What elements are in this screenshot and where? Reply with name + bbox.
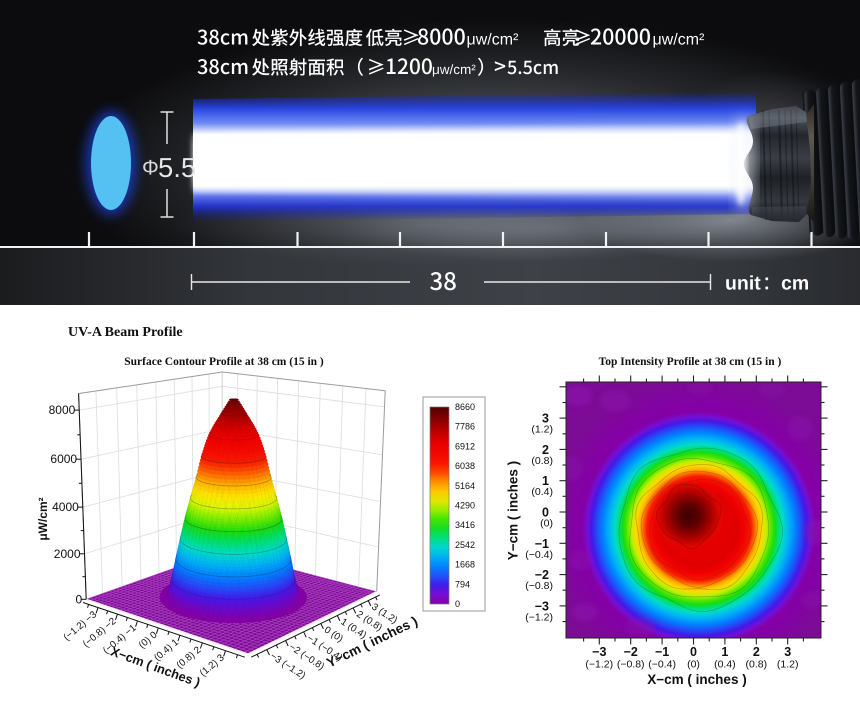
svg-text:Y−cm ( inches ): Y−cm ( inches ) [506, 461, 521, 560]
svg-text:(−1.2): (−1.2) [585, 659, 613, 671]
svg-text:3416: 3416 [455, 520, 475, 530]
svg-text:2: 2 [753, 645, 760, 659]
svg-text:6000: 6000 [50, 452, 77, 466]
svg-text:(−0.4): (−0.4) [648, 659, 676, 671]
svg-text:μW/cm²: μW/cm² [36, 497, 50, 540]
svg-text:8000: 8000 [49, 403, 76, 417]
svg-text:2542: 2542 [455, 540, 475, 550]
svg-text:794: 794 [455, 579, 470, 589]
svg-text:(−0.4): (−0.4) [525, 549, 553, 561]
svg-text:(−0.8): (−0.8) [617, 659, 645, 671]
svg-text:3: 3 [784, 645, 791, 659]
svg-text:X−cm ( inches ): X−cm ( inches ) [647, 672, 746, 687]
svg-text:(0): (0) [540, 518, 553, 530]
svg-text:−2: −2 [624, 645, 638, 659]
svg-text:−1: −1 [655, 645, 669, 659]
svg-text:0: 0 [455, 599, 460, 609]
svg-text:(−0.8): (−0.8) [525, 580, 553, 592]
svg-text:1668: 1668 [455, 560, 475, 570]
svg-text:6038: 6038 [455, 461, 475, 471]
svg-text:6912: 6912 [455, 441, 475, 451]
svg-text:(0.4): (0.4) [531, 486, 553, 498]
svg-text:(0.4): (0.4) [714, 659, 736, 671]
svg-text:0: 0 [690, 645, 697, 659]
svg-text:(0.8): (0.8) [746, 659, 768, 671]
svg-text:(1.2): (1.2) [531, 424, 553, 436]
svg-text:(0.8): (0.8) [531, 455, 553, 467]
svg-text:−3: −3 [592, 645, 606, 659]
svg-text:0: 0 [76, 592, 83, 606]
svg-text:(−1.2): (−1.2) [525, 611, 553, 623]
svg-text:5164: 5164 [455, 481, 475, 491]
svg-text:8660: 8660 [455, 402, 475, 412]
svg-text:4290: 4290 [455, 501, 475, 511]
svg-text:4000: 4000 [52, 500, 79, 514]
svg-text:(0): (0) [687, 659, 700, 671]
svg-text:2000: 2000 [54, 547, 81, 561]
svg-text:7786: 7786 [455, 422, 475, 432]
svg-text:1: 1 [721, 645, 728, 659]
svg-text:(1.2): (1.2) [777, 659, 799, 671]
